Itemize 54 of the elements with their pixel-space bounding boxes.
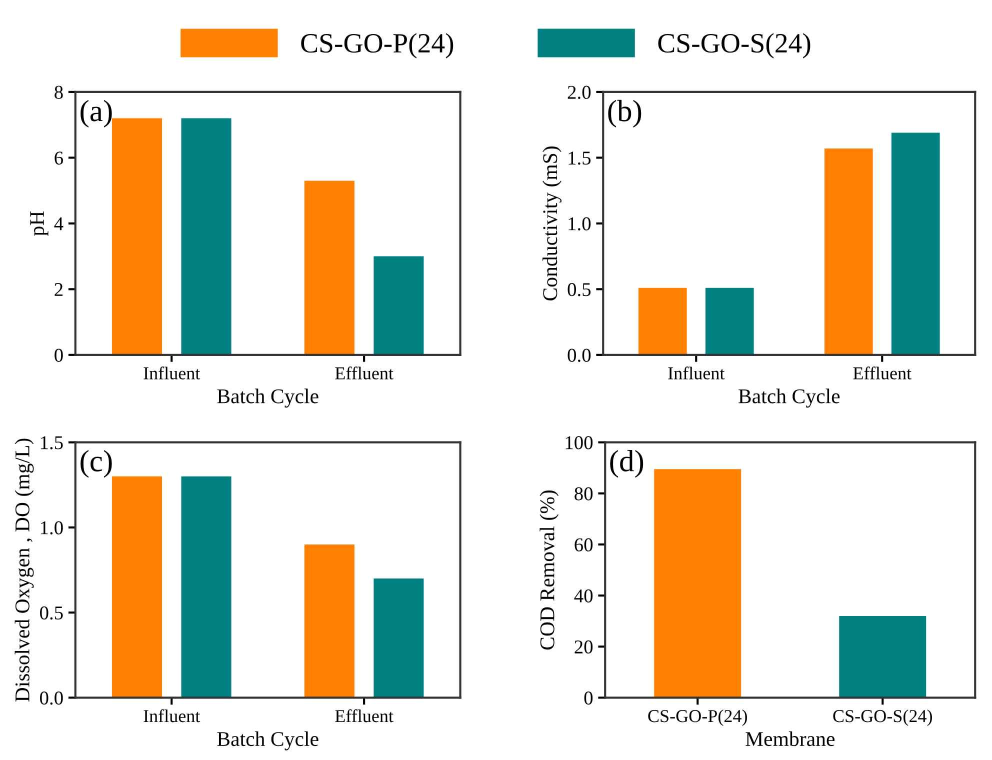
- annotation: (b): [608, 100, 642, 128]
- x-axis-title: Batch Cycle: [217, 731, 318, 750]
- y-tick-label: 6: [54, 152, 64, 165]
- y-tick-label: 4: [54, 217, 64, 230]
- y-tick-label: 1.0: [40, 521, 63, 534]
- bar: [112, 118, 162, 355]
- y-axis-title: Dissolved Oxygen , DO (mg/L): [14, 438, 34, 702]
- bar: [181, 118, 232, 355]
- annotation: (c): [80, 450, 112, 478]
- bar: [891, 132, 940, 355]
- y-tick-label: 100: [566, 436, 593, 450]
- y-tick-label: 8: [54, 86, 63, 99]
- x-tick-label: Influent: [144, 709, 200, 722]
- bar: [374, 256, 424, 355]
- x-tick-label: Influent: [668, 366, 725, 380]
- bar: [824, 148, 873, 355]
- x-tick-label: Effluent: [335, 366, 394, 380]
- annotation: (a): [80, 100, 112, 128]
- bar: [638, 288, 687, 355]
- x-axis-title: Batch Cycle: [738, 388, 840, 408]
- y-tick-label: 1.0: [568, 217, 591, 230]
- y-tick-label: 2: [54, 283, 63, 296]
- bar: [374, 578, 424, 698]
- x-tick-label: CS-GO-S(24): [833, 709, 932, 726]
- y-tick-label: 0.5: [40, 606, 63, 620]
- bar: [112, 476, 162, 698]
- bar: [705, 288, 754, 355]
- x-axis-title: Membrane: [746, 731, 835, 746]
- y-axis-title: Conductivity (mS): [542, 146, 562, 300]
- y-tick-label: 1.5: [40, 436, 63, 450]
- y-axis-title: COD Removal (%): [540, 490, 559, 650]
- y-tick-label: 2.0: [568, 86, 591, 99]
- y-tick-label: 20: [574, 640, 593, 654]
- x-tick-label: Influent: [144, 366, 200, 380]
- legend-label: CS-GO-S(24): [658, 33, 810, 58]
- legend-label: CS-GO-P(24): [301, 33, 454, 58]
- x-tick-label: CS-GO-P(24): [648, 709, 747, 726]
- y-tick-label: 0.0: [568, 348, 591, 362]
- y-tick-label: 80: [574, 487, 593, 500]
- y-tick-label: 1.5: [568, 152, 591, 165]
- y-axis-title: pH: [30, 211, 48, 236]
- y-tick-label: 60: [574, 538, 593, 552]
- x-tick-label: Effluent: [335, 709, 394, 722]
- y-tick-label: 0.0: [40, 691, 63, 705]
- bar: [304, 180, 354, 355]
- x-axis-title: Batch Cycle: [217, 388, 318, 408]
- bar: [304, 544, 354, 698]
- x-tick-label: Effluent: [853, 366, 912, 380]
- annotation: (d): [610, 450, 644, 478]
- y-tick-label: 0.5: [568, 282, 591, 296]
- bar: [181, 476, 232, 698]
- y-tick-label: 0: [584, 691, 593, 705]
- y-tick-label: 0: [54, 348, 63, 362]
- y-tick-label: 40: [574, 589, 593, 602]
